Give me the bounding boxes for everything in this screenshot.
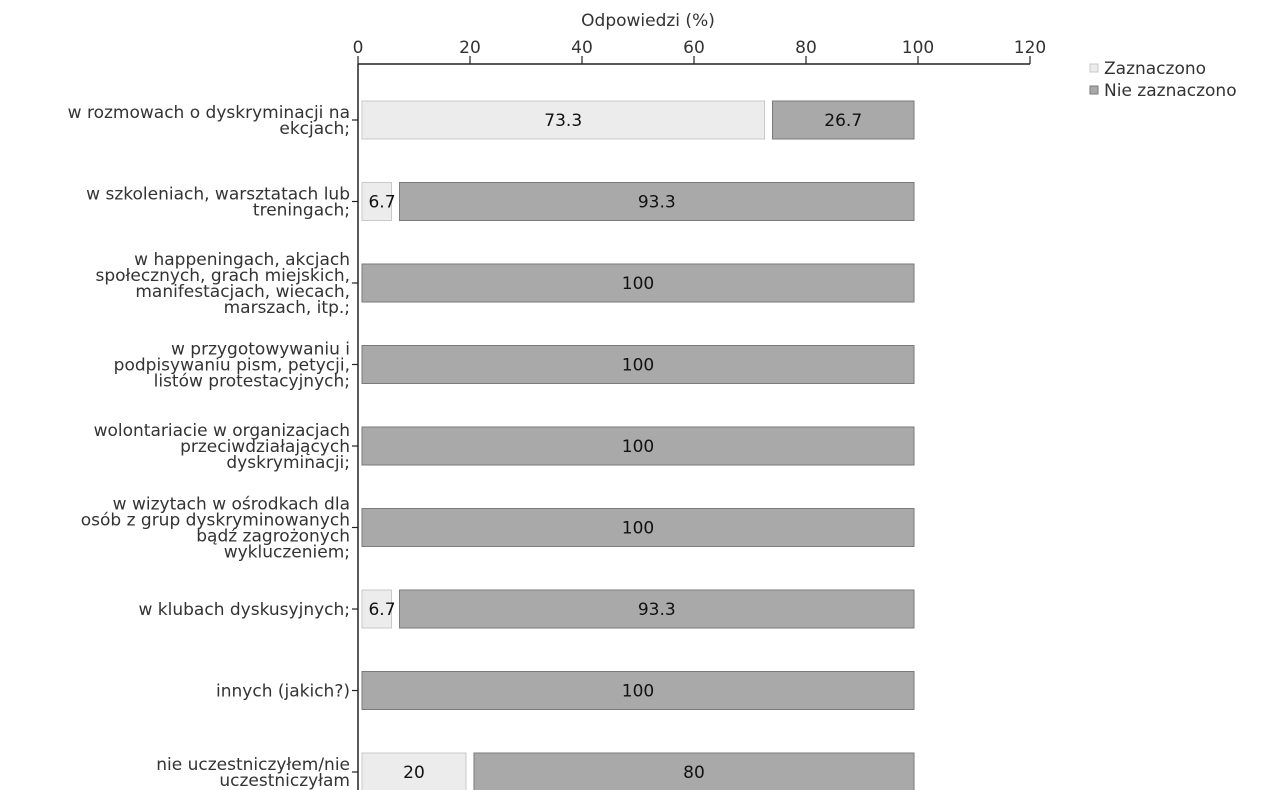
category-label: społecznych, grach miejskich, — [95, 266, 350, 286]
category-label: w szkoleniach, warsztatach lub — [86, 185, 350, 205]
data-label: 93.3 — [638, 600, 676, 620]
x-axis-title: Odpowiedzi (%) — [581, 11, 715, 31]
legend-label: Nie zaznaczono — [1104, 81, 1237, 101]
x-tick-label: 40 — [571, 38, 593, 58]
category-label: dyskryminacji; — [226, 453, 350, 473]
bar-zaznaczono — [361, 752, 467, 790]
data-label: 100 — [622, 274, 654, 294]
bar-nie-zaznaczono — [361, 508, 915, 547]
x-tick-label: 0 — [353, 38, 364, 58]
category-label: nie uczestniczyłem/nie — [156, 755, 350, 775]
category-label: wykluczeniem; — [224, 543, 350, 563]
category-label: osób z grup dyskryminowanych — [81, 511, 350, 531]
category-label: innych (jakich?) — [216, 682, 350, 702]
category-label: marszach, itp.; — [224, 298, 350, 318]
category-label: w wizytach w ośrodkach dla — [113, 495, 350, 515]
data-label: 6.7 — [368, 193, 395, 213]
category-label: listów protestacyjnych; — [154, 372, 350, 392]
legend-label: Zaznaczono — [1104, 59, 1206, 79]
data-label: 80 — [683, 763, 705, 783]
bar-nie-zaznaczono — [473, 752, 915, 790]
category-label: wolontariacie w organizacjach — [94, 421, 350, 441]
x-tick-label: 100 — [902, 38, 934, 58]
bar-nie-zaznaczono — [399, 589, 915, 629]
category-label: w rozmowach o dyskryminacji na — [68, 103, 350, 123]
category-label: w happeningach, akcjach — [134, 250, 350, 270]
category-label: treningach; — [253, 201, 350, 221]
category-label: bądź zagrożonych — [196, 527, 350, 547]
data-label: 100 — [622, 682, 654, 702]
data-label: 100 — [622, 519, 654, 539]
bar-nie-zaznaczono — [361, 426, 915, 466]
legend-swatch — [1089, 63, 1099, 73]
data-label: 93.3 — [638, 193, 676, 213]
data-label: 100 — [622, 356, 654, 376]
category-label: przeciwdziałających — [180, 437, 350, 457]
category-label: w klubach dyskusyjnych; — [138, 600, 350, 620]
x-tick-label: 80 — [795, 38, 817, 58]
x-tick-label: 120 — [1014, 38, 1046, 58]
data-label: 6.7 — [368, 600, 395, 620]
data-label: 26.7 — [824, 111, 862, 131]
x-tick-label: 20 — [459, 38, 481, 58]
bar-zaznaczono — [361, 100, 765, 140]
bar-nie-zaznaczono — [361, 345, 915, 384]
legend-swatch — [1089, 85, 1099, 95]
bar-zaznaczono — [361, 182, 393, 221]
bar-nie-zaznaczono — [361, 671, 915, 710]
x-tick-label: 60 — [683, 38, 705, 58]
data-label: 73.3 — [544, 111, 582, 131]
category-label: uczestniczyłam — [219, 771, 350, 790]
category-label: ekcjach; — [279, 119, 350, 139]
category-label: manifestacjach, wiecach, — [135, 282, 350, 302]
bar-nie-zaznaczono — [361, 263, 915, 303]
data-label: 20 — [403, 763, 425, 783]
data-label: 100 — [622, 437, 654, 457]
bar-zaznaczono — [361, 589, 393, 629]
bar-nie-zaznaczono — [771, 100, 915, 140]
bar-nie-zaznaczono — [399, 182, 915, 221]
category-label: podpisywaniu pism, petycji, — [114, 356, 350, 376]
category-label: w przygotowywaniu i — [171, 340, 350, 360]
